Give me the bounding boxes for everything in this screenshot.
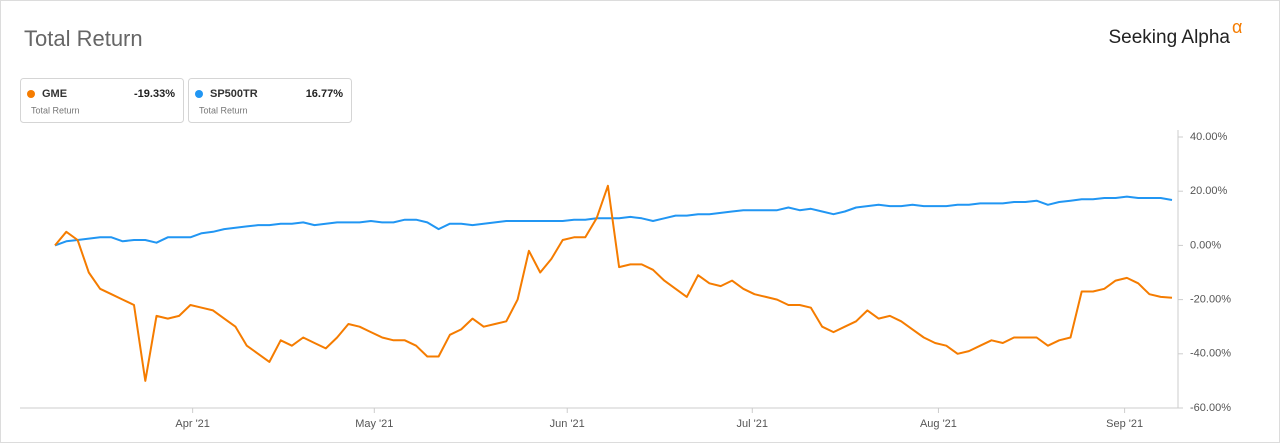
- series-line: [54, 184, 1173, 382]
- x-tick-label: Aug '21: [920, 418, 957, 430]
- legend-dot: [27, 90, 35, 98]
- y-tick-label: -60.00%: [1190, 402, 1231, 414]
- legend-box: [20, 78, 184, 123]
- legend-name: SP500TR: [210, 88, 258, 100]
- legend-dot: [195, 90, 203, 98]
- legend-name: GME: [42, 88, 67, 100]
- legend-sublabel: Total Return: [31, 105, 80, 115]
- legend: GME -19.33% Total Return SP500TR 16.77% Total…: [20, 78, 352, 123]
- x-tick-label: Jul '21: [737, 418, 768, 430]
- y-tick-label: -40.00%: [1190, 348, 1231, 360]
- brand-mark: α: [1232, 17, 1242, 37]
- legend-value: 16.77%: [306, 88, 344, 100]
- x-tick-label: Sep '21: [1106, 418, 1143, 430]
- y-tick-label: -20.00%: [1190, 294, 1231, 306]
- legend-box: [188, 78, 352, 123]
- x-tick-label: Jun '21: [550, 418, 585, 430]
- legend-value: -19.33%: [134, 88, 175, 100]
- chart-title: Total Return: [24, 26, 143, 51]
- x-tick-label: Apr '21: [175, 418, 210, 430]
- y-tick-label: 0.00%: [1190, 239, 1221, 251]
- series-line: [54, 195, 1173, 247]
- x-tick-label: May '21: [355, 418, 393, 430]
- y-tick-label: 40.00%: [1190, 131, 1228, 143]
- brand: Seeking Alpha: [1109, 27, 1231, 48]
- y-tick-label: 20.00%: [1190, 185, 1228, 197]
- legend-sublabel: Total Return: [199, 105, 248, 115]
